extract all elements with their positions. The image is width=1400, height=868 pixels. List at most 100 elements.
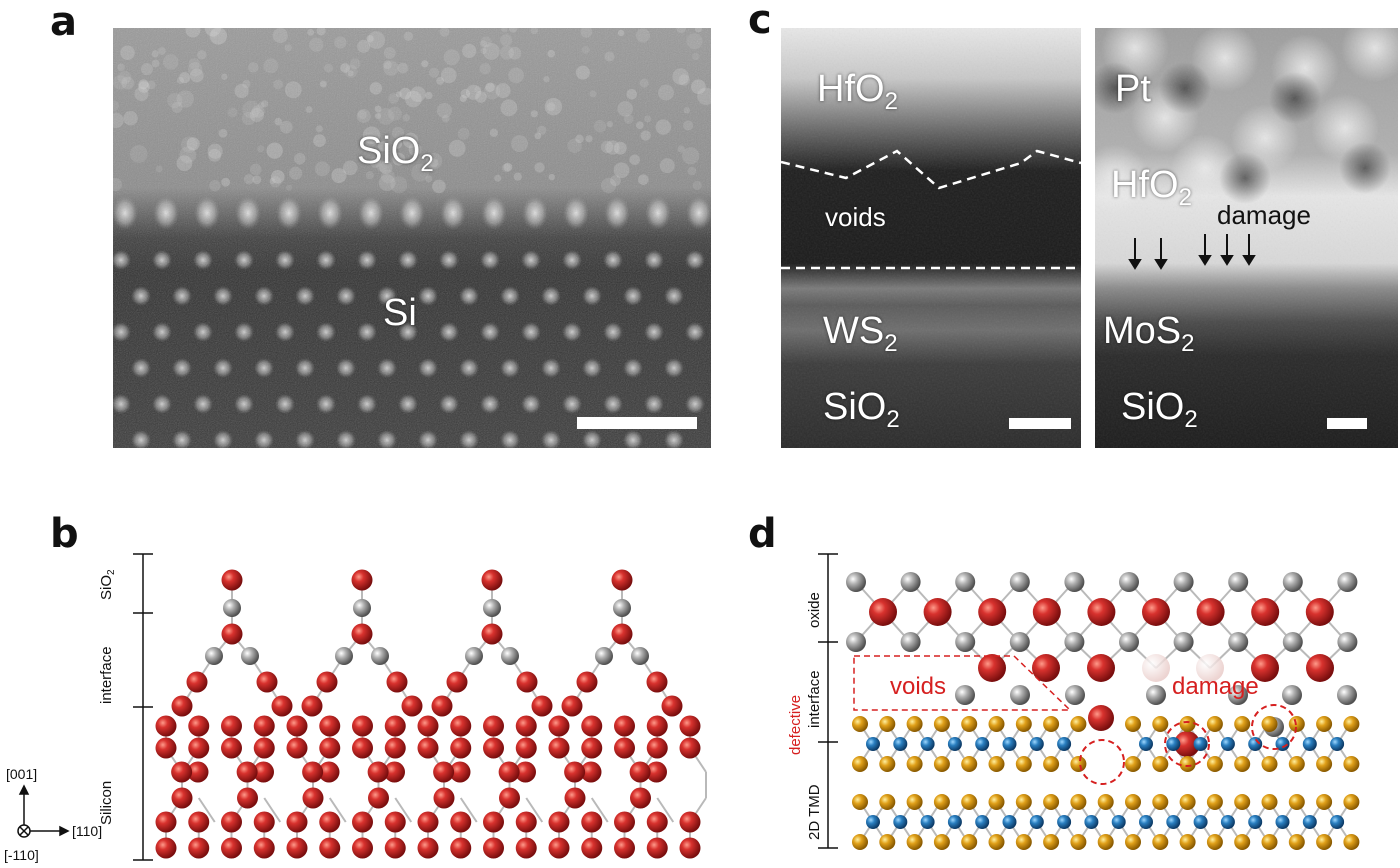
transition-metal-atom xyxy=(975,737,990,751)
atom xyxy=(450,715,472,737)
atom xyxy=(319,715,341,737)
chalcogen-atom xyxy=(906,794,923,810)
atom xyxy=(531,695,553,717)
transition-metal-atom xyxy=(1302,737,1317,751)
atom xyxy=(352,837,373,859)
chalcogen-atom xyxy=(1234,834,1251,850)
chalcogen-atom xyxy=(1234,794,1251,810)
transition-metal-atom xyxy=(1166,737,1181,751)
atom xyxy=(286,737,308,759)
transition-metal-atom xyxy=(1193,737,1208,751)
bond xyxy=(656,797,675,823)
atom xyxy=(515,811,537,833)
atom xyxy=(188,715,210,737)
atom xyxy=(581,715,603,737)
chalcogen-atom xyxy=(1234,756,1251,772)
atom xyxy=(481,623,503,645)
oxide-metal-atom xyxy=(955,632,976,652)
atom xyxy=(171,695,193,717)
oxide-metal-atom xyxy=(900,572,921,592)
silicon-interface-atom xyxy=(335,647,353,665)
bond xyxy=(197,797,216,823)
panel-d-label-defective: defective xyxy=(787,694,804,755)
transition-metal-atom xyxy=(1166,815,1181,829)
chalcogen-atom xyxy=(1206,794,1223,810)
chalcogen-atom xyxy=(879,794,896,810)
panel-d-layer-bracket xyxy=(818,553,838,849)
interface-metal-atom xyxy=(955,685,975,705)
atom xyxy=(186,671,208,693)
panel-a-label-sio2: SiO2 xyxy=(357,130,434,177)
atom xyxy=(316,671,338,693)
interface-oxygen-atom xyxy=(1196,654,1224,682)
panel-d-substitution-circle xyxy=(1251,704,1297,750)
transition-metal-atom xyxy=(1029,737,1044,751)
panel-b-direction-neg110: [-110] xyxy=(4,847,39,863)
oxide-oxygen-atom xyxy=(978,598,1007,626)
atom xyxy=(611,569,633,591)
chalcogen-atom xyxy=(1206,756,1223,772)
atom xyxy=(384,715,406,737)
silicon-interface-atom xyxy=(631,647,649,665)
transition-metal-atom xyxy=(1330,815,1345,829)
atom xyxy=(302,787,324,809)
panel-c-left-label-sio2: SiO2 xyxy=(823,386,900,433)
chalcogen-atom xyxy=(852,834,868,850)
panel-b-direction-110: [110] xyxy=(72,823,103,839)
atom xyxy=(253,811,275,833)
chalcogen-atom xyxy=(1261,834,1278,850)
interface-oxygen-atom xyxy=(1087,654,1115,682)
chalcogen-atom xyxy=(1261,794,1278,810)
atom xyxy=(646,811,668,833)
silicon-interface-atom xyxy=(613,599,631,617)
interface-metal-atom xyxy=(1146,685,1166,705)
atom xyxy=(449,761,471,783)
atom xyxy=(155,837,177,859)
chalcogen-atom xyxy=(988,756,1005,772)
silicon-interface-atom xyxy=(241,647,259,665)
oxide-metal-atom xyxy=(955,572,976,592)
interface-metal-atom xyxy=(1065,685,1085,705)
atom xyxy=(483,737,504,759)
chalcogen-atom xyxy=(1343,716,1360,732)
chalcogen-atom xyxy=(1261,756,1278,772)
atom xyxy=(352,715,373,737)
silicon-interface-atom xyxy=(595,647,613,665)
chalcogen-atom xyxy=(1152,794,1169,810)
transition-metal-atom xyxy=(975,815,990,829)
atom xyxy=(384,761,405,783)
chalcogen-atom xyxy=(1043,834,1060,850)
panel-c-right-label-hfo2: HfO2 xyxy=(1111,164,1192,211)
atom xyxy=(548,737,570,759)
oxide-metal-atom xyxy=(1337,632,1358,652)
chalcogen-atom xyxy=(1125,716,1141,732)
transition-metal-atom xyxy=(1057,815,1072,829)
atom xyxy=(629,761,651,783)
chalcogen-atom xyxy=(1206,716,1223,732)
atom xyxy=(450,811,472,833)
chalcogen-atom xyxy=(852,716,868,732)
oxide-metal-atom xyxy=(1173,572,1194,592)
chalcogen-atom xyxy=(988,834,1005,850)
interface-oxygen-atom xyxy=(978,654,1006,682)
atom xyxy=(580,761,602,783)
oxide-metal-atom xyxy=(1119,632,1139,652)
atom xyxy=(221,737,242,759)
panel-d-atoms xyxy=(846,572,1360,850)
atom xyxy=(253,715,275,737)
chalcogen-atom xyxy=(1043,794,1060,810)
transition-metal-atom xyxy=(1029,815,1044,829)
chalcogen-atom xyxy=(1343,794,1360,810)
atom xyxy=(646,837,668,859)
atom xyxy=(221,837,242,859)
atom xyxy=(564,761,586,783)
atom xyxy=(483,811,504,833)
transition-metal-atom xyxy=(1057,737,1072,751)
atom xyxy=(581,811,603,833)
panel-c-right-micrograph xyxy=(1095,28,1398,448)
panel-letter-d: d xyxy=(748,511,777,557)
atom xyxy=(679,837,701,859)
chalcogen-atom xyxy=(1070,756,1087,772)
oxide-metal-atom xyxy=(1009,572,1030,592)
panel-d-void-circle xyxy=(1079,739,1125,785)
